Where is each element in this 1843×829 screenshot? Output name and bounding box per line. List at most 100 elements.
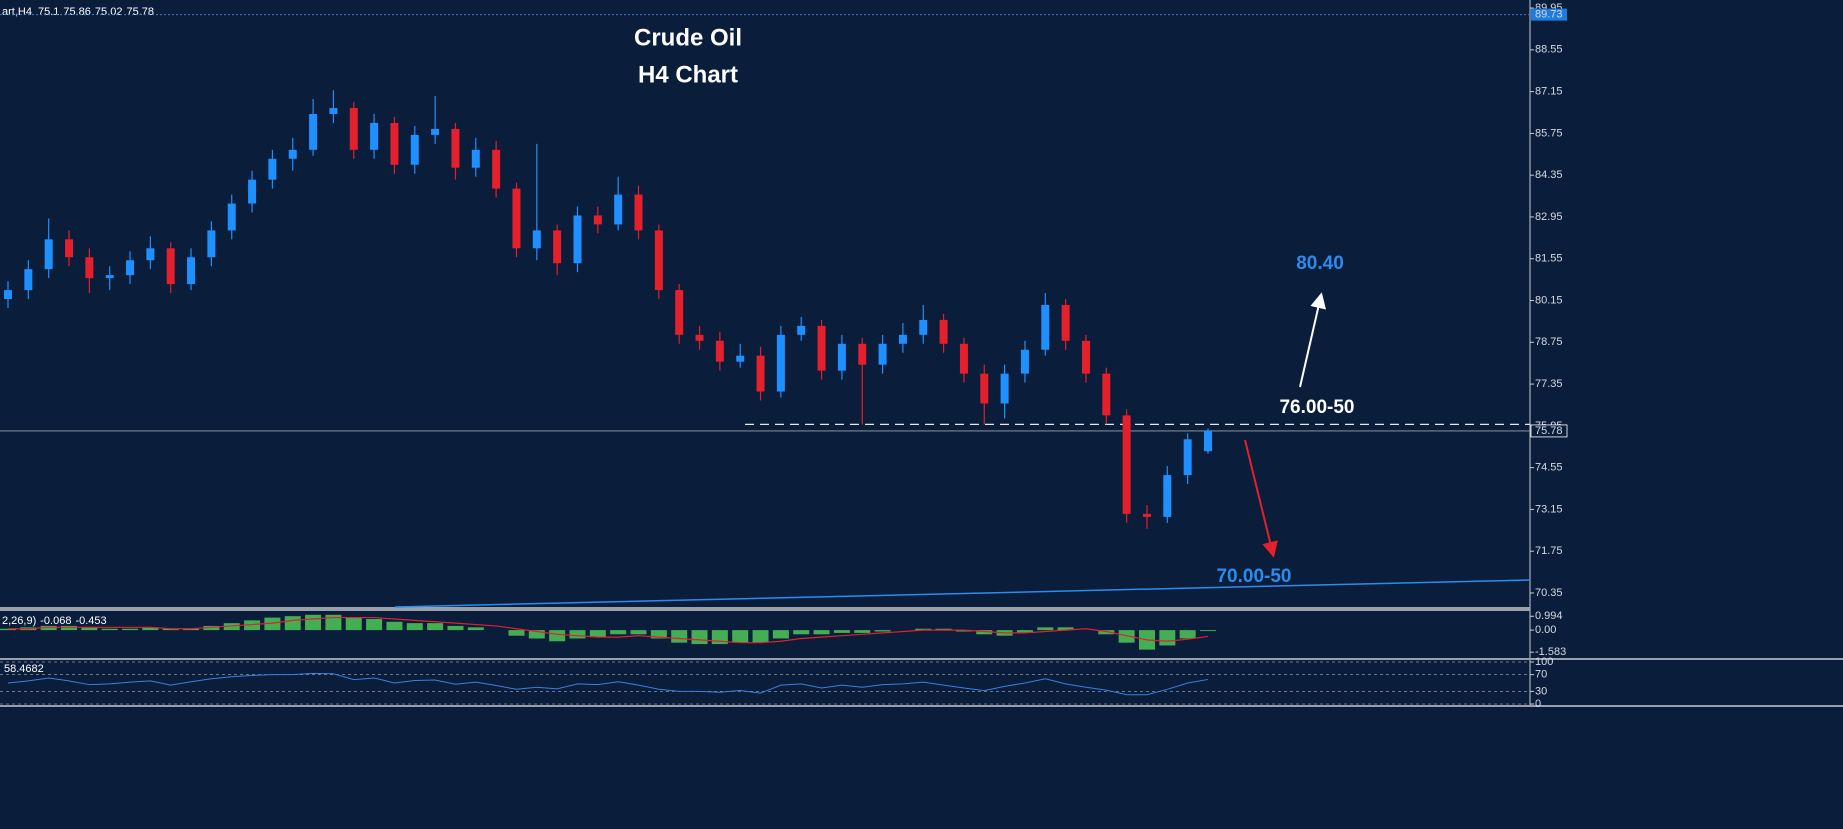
candle-body bbox=[1061, 304, 1070, 341]
low-value: 75.02 bbox=[95, 6, 123, 18]
macd-value: -0.068 bbox=[40, 615, 71, 627]
macd-bar bbox=[1098, 630, 1115, 635]
macd-bar bbox=[589, 630, 606, 638]
macd-bar bbox=[244, 620, 261, 631]
candle-body bbox=[390, 122, 399, 165]
macd-bar bbox=[915, 628, 932, 631]
candle-body bbox=[1183, 439, 1192, 476]
y-tick-label: 74.55 bbox=[1535, 462, 1563, 474]
y-tick-label: 0.00 bbox=[1535, 624, 1556, 636]
macd-bar bbox=[793, 630, 810, 635]
candle-body bbox=[329, 108, 338, 114]
candle-body bbox=[248, 179, 257, 204]
candle-body bbox=[166, 248, 175, 285]
rsi-line bbox=[7, 672, 1209, 696]
y-tick-label: -1.583 bbox=[1535, 646, 1566, 658]
marker-label: 89.73 bbox=[1535, 9, 1563, 21]
candle-body bbox=[1081, 340, 1090, 374]
candle-body bbox=[1163, 475, 1172, 517]
macd-bar bbox=[854, 630, 871, 633]
macd-bar bbox=[528, 630, 545, 639]
macd-bar bbox=[874, 630, 891, 632]
candle-body bbox=[980, 373, 989, 404]
candle-body bbox=[695, 334, 704, 341]
macd-bar bbox=[569, 630, 586, 639]
candle-body bbox=[654, 230, 663, 291]
candle-body bbox=[614, 194, 623, 225]
chart-subtitle: H4 Chart bbox=[638, 61, 738, 88]
candle-body bbox=[532, 230, 541, 249]
signal-line bbox=[8, 616, 1209, 644]
macd-bar bbox=[833, 630, 850, 633]
macd-bar bbox=[264, 617, 281, 631]
candle-body bbox=[797, 325, 806, 335]
macd-bar bbox=[427, 623, 444, 631]
macd-bar bbox=[386, 621, 403, 631]
panel-separator bbox=[0, 607, 1530, 611]
candle-body bbox=[634, 194, 643, 231]
candle-body bbox=[919, 319, 928, 335]
candle-body bbox=[593, 215, 602, 225]
trend-line bbox=[394, 579, 1531, 608]
candle-body bbox=[146, 248, 155, 261]
candle-body bbox=[451, 128, 460, 168]
candle-body bbox=[736, 355, 745, 362]
macd-bar bbox=[122, 628, 139, 631]
candle-body bbox=[492, 149, 501, 189]
signal-value: -0.453 bbox=[75, 615, 106, 627]
y-tick-label: 100 bbox=[1535, 656, 1553, 668]
high-value: 75.86 bbox=[63, 6, 91, 18]
candle-body bbox=[1122, 415, 1131, 514]
candle-body bbox=[431, 128, 440, 135]
macd-bar bbox=[976, 630, 993, 635]
price-label: 75.78 bbox=[1535, 425, 1563, 437]
y-tick-label: 73.15 bbox=[1535, 503, 1563, 515]
macd-bar bbox=[183, 628, 200, 631]
candle-body bbox=[268, 158, 277, 180]
candle-body bbox=[227, 203, 236, 231]
macd-bar bbox=[61, 625, 78, 631]
annotation: 70.00-50 bbox=[1216, 566, 1291, 587]
macd-bar bbox=[813, 630, 830, 635]
macd-bar bbox=[752, 630, 769, 643]
open-value: 75.1 bbox=[38, 6, 59, 18]
macd-bar bbox=[610, 630, 627, 635]
macd-bar bbox=[366, 618, 383, 631]
candle-body bbox=[187, 257, 196, 285]
macd-bar bbox=[671, 630, 688, 643]
macd-bar bbox=[772, 630, 789, 639]
macd-bar bbox=[732, 630, 749, 643]
macd-bar bbox=[1118, 630, 1135, 643]
y-tick-label: 85.75 bbox=[1535, 127, 1563, 139]
marker-box bbox=[1531, 8, 1567, 21]
candle-body bbox=[512, 188, 521, 249]
macd-header: 2,26,9) -0.068 -0.453 bbox=[2, 615, 107, 627]
candle-body bbox=[44, 239, 53, 270]
price-box bbox=[1530, 424, 1568, 438]
macd-bar bbox=[284, 616, 301, 631]
candle-body bbox=[553, 230, 562, 264]
candle-body bbox=[1204, 430, 1212, 452]
macd-bar bbox=[142, 627, 159, 631]
macd-bar bbox=[162, 628, 179, 631]
macd-bar bbox=[305, 614, 322, 631]
macd-bar bbox=[508, 630, 525, 636]
macd-bar bbox=[1016, 630, 1033, 633]
macd-bar bbox=[406, 623, 423, 631]
candle-body bbox=[410, 134, 419, 165]
y-tick-label: 88.55 bbox=[1535, 44, 1563, 56]
symbol: art,H4 bbox=[2, 6, 32, 18]
macd-bar bbox=[325, 614, 342, 631]
ohlc-header: art,H4 75.1 75.86 75.02 75.78 bbox=[2, 6, 154, 18]
y-tick-label: 84.35 bbox=[1535, 169, 1563, 181]
candle-body bbox=[4, 290, 12, 300]
macd-bar bbox=[447, 625, 464, 631]
candle-body bbox=[309, 113, 318, 150]
y-tick-label: 81.55 bbox=[1535, 253, 1563, 265]
y-tick-label: 71.75 bbox=[1535, 545, 1563, 557]
candle-body bbox=[471, 149, 480, 168]
candle-body bbox=[24, 269, 33, 291]
